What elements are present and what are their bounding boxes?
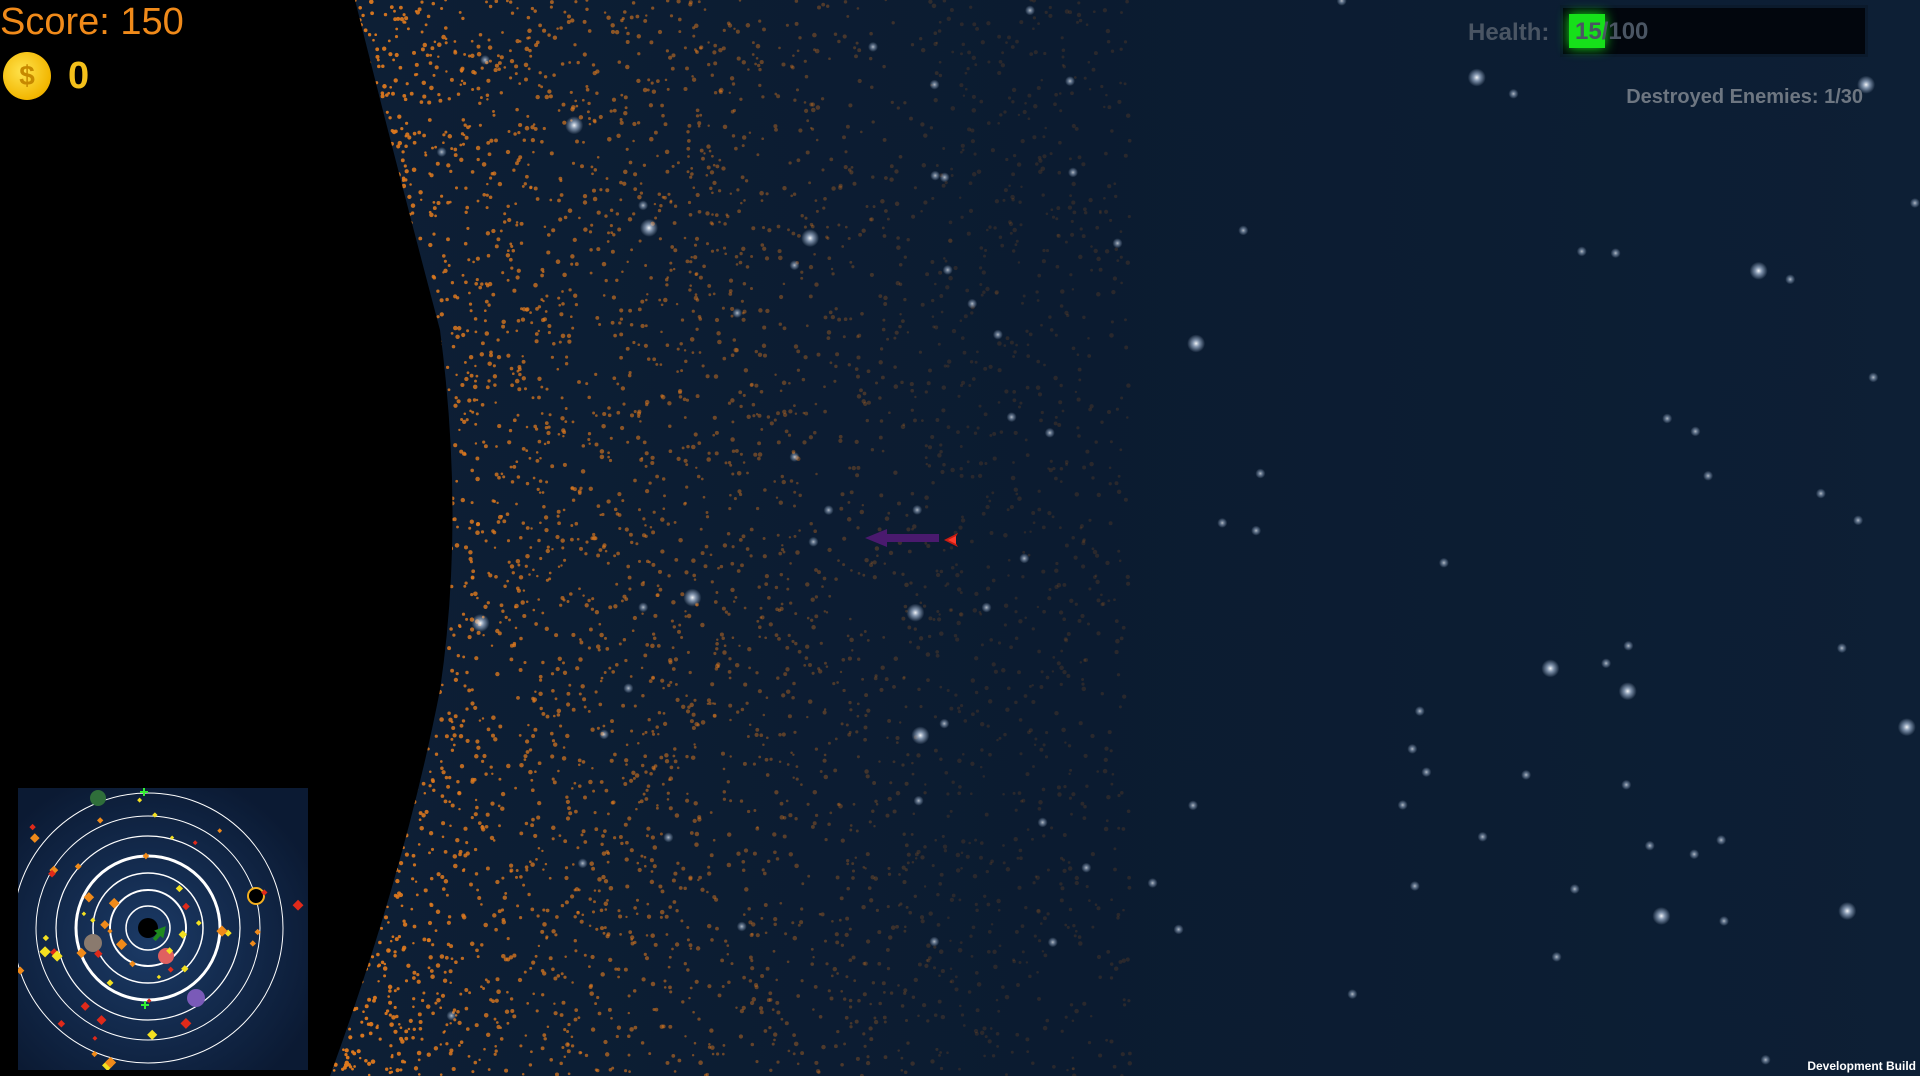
projectile-icon: [865, 529, 939, 547]
health-value: 15/100: [1575, 18, 1649, 45]
minimap-pickup-marker: [140, 788, 149, 1009]
minimap-planet: [187, 989, 205, 1007]
minimap-planet: [90, 790, 106, 806]
minimap-planet: [84, 934, 102, 952]
star-field: [361, 0, 1920, 1065]
health-bar: 15/100: [1560, 5, 1868, 57]
player-ship-icon: [944, 533, 958, 547]
coin-icon: $: [3, 52, 51, 100]
minimap[interactable]: [18, 788, 308, 1070]
minimap-sun: [138, 918, 158, 938]
minimap-player-arrow-icon: [152, 926, 166, 942]
destroyed-enemies-counter: Destroyed Enemies: 1/30: [1626, 86, 1863, 108]
health-bar-fill: [1569, 14, 1605, 48]
minimap-planet: [247, 887, 265, 905]
score-display: Score: 150: [0, 1, 184, 43]
coin-count: 0: [68, 55, 90, 97]
health-label: Health:: [1468, 19, 1550, 46]
development-build-label: Development Build: [1807, 1059, 1916, 1073]
